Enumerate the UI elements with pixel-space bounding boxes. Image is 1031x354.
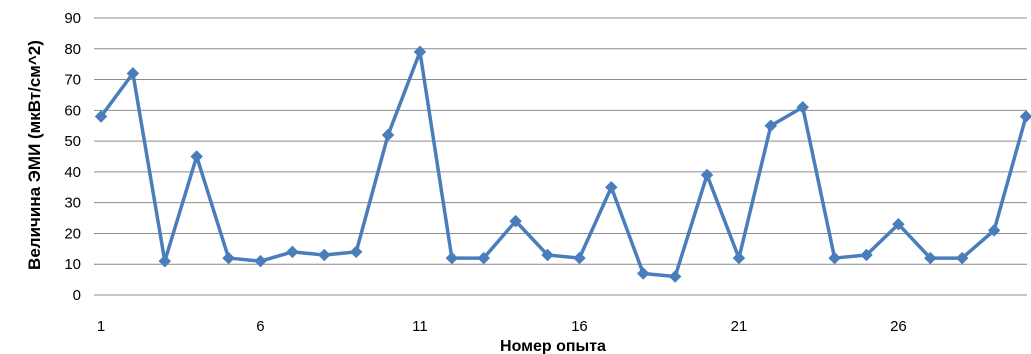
data-point-6 [254, 254, 267, 268]
x-axis-ticks: 1 6 11 16 21 26 [97, 318, 907, 335]
data-point-15 [541, 248, 554, 262]
data-point-29 [987, 224, 1001, 237]
y-tick-label-0: 0 [73, 287, 81, 304]
data-point-9 [349, 245, 363, 259]
data-point-18 [636, 267, 650, 280]
series-line-1 [99, 50, 1028, 279]
data-point-11 [413, 45, 427, 59]
data-point-28 [955, 251, 969, 265]
y-tick-label-70: 70 [64, 72, 81, 89]
data-point-13 [477, 251, 491, 265]
gridlines [94, 17, 1027, 265]
data-point-25 [860, 248, 873, 262]
data-point-17 [604, 180, 618, 194]
y-tick-label-40: 40 [64, 164, 81, 181]
data-point-2 [126, 67, 140, 80]
x-axis-title: Номер опыта [500, 338, 606, 354]
data-point-21 [732, 251, 746, 265]
data-point-5 [222, 251, 235, 265]
data-point-23 [796, 100, 810, 114]
x-tick-label-16: 16 [571, 318, 588, 335]
data-point-24 [828, 251, 841, 265]
data-point-7 [286, 245, 299, 259]
data-point-20 [700, 168, 714, 182]
data-point-16 [573, 251, 586, 265]
series-group [94, 45, 1031, 283]
y-tick-label-90: 90 [64, 10, 81, 27]
data-point-3 [158, 254, 172, 268]
data-point-22 [764, 119, 778, 133]
x-tick-label-21: 21 [731, 318, 748, 335]
y-tick-label-50: 50 [64, 133, 81, 150]
y-axis-title: Величина ЭМИ (мкВт/см^2) [25, 40, 44, 270]
x-tick-label-26: 26 [890, 318, 907, 335]
data-point-30 [1019, 110, 1031, 123]
data-point-1 [94, 110, 108, 123]
data-point-26 [892, 217, 905, 231]
x-tick-label-1: 1 [97, 318, 105, 335]
data-point-10 [381, 128, 395, 142]
y-tick-label-20: 20 [64, 225, 81, 242]
data-point-27 [923, 251, 937, 265]
y-tick-label-10: 10 [64, 256, 81, 273]
x-tick-label-6: 6 [256, 318, 264, 335]
data-point-14 [509, 214, 523, 228]
x-tick-label-11: 11 [412, 318, 428, 335]
data-point-8 [317, 248, 331, 262]
y-axis-ticks: 0 10 20 30 40 50 60 70 80 90 [64, 10, 81, 304]
data-point-19 [668, 270, 682, 283]
data-point-4 [190, 150, 204, 163]
y-tick-label-80: 80 [64, 41, 81, 58]
y-tick-label-60: 60 [64, 102, 81, 119]
y-tick-label-30: 30 [64, 195, 81, 212]
data-point-12 [445, 251, 459, 265]
